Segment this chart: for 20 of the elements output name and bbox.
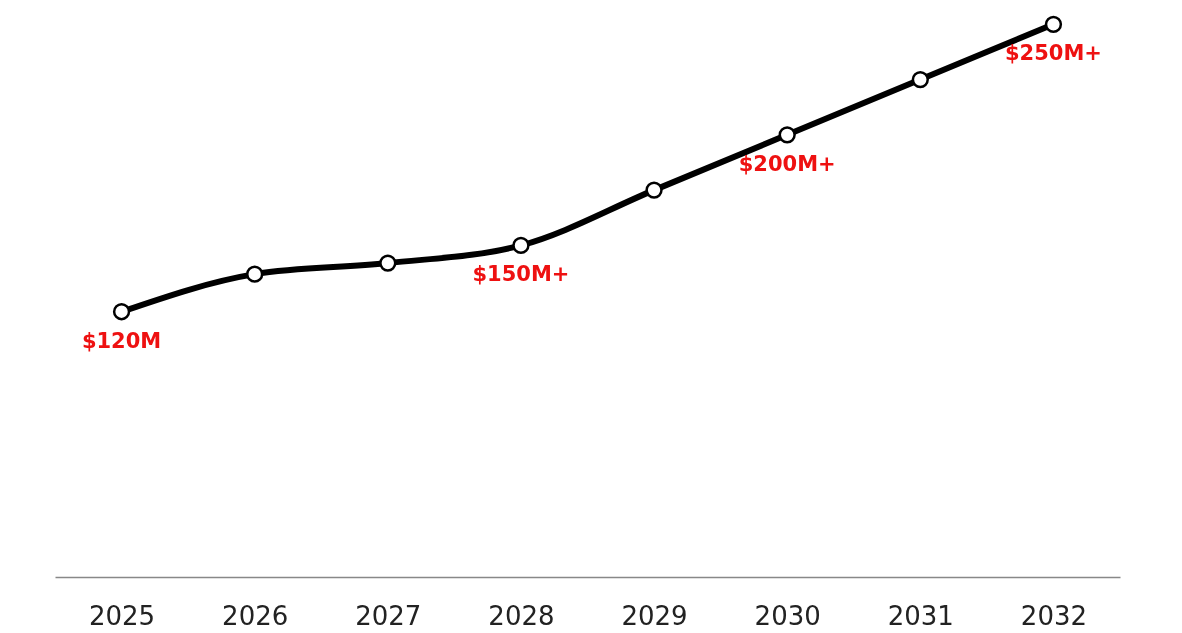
point xyxy=(778,126,796,144)
x-tick-label: 2030 xyxy=(754,600,821,631)
x-tick-label: 2031 xyxy=(887,600,954,631)
point xyxy=(379,254,397,272)
point xyxy=(1044,15,1063,33)
x-tick-label: 2028 xyxy=(488,600,555,631)
data-label: $200M+ xyxy=(738,151,836,176)
x-tick-label: 2025 xyxy=(88,600,156,631)
point xyxy=(645,181,663,199)
x-tick-label: 2032 xyxy=(1020,600,1088,631)
data-label: $150M+ xyxy=(472,262,570,287)
data-label: $250M+ xyxy=(1004,41,1102,66)
x-tick-label: 2027 xyxy=(355,600,422,631)
point xyxy=(246,265,264,283)
x-tick-label: 2029 xyxy=(621,600,688,631)
point xyxy=(112,303,131,321)
data-label: $120M xyxy=(81,328,162,353)
point xyxy=(911,70,929,89)
point xyxy=(512,236,530,255)
x-tick-label: 2026 xyxy=(222,600,289,631)
